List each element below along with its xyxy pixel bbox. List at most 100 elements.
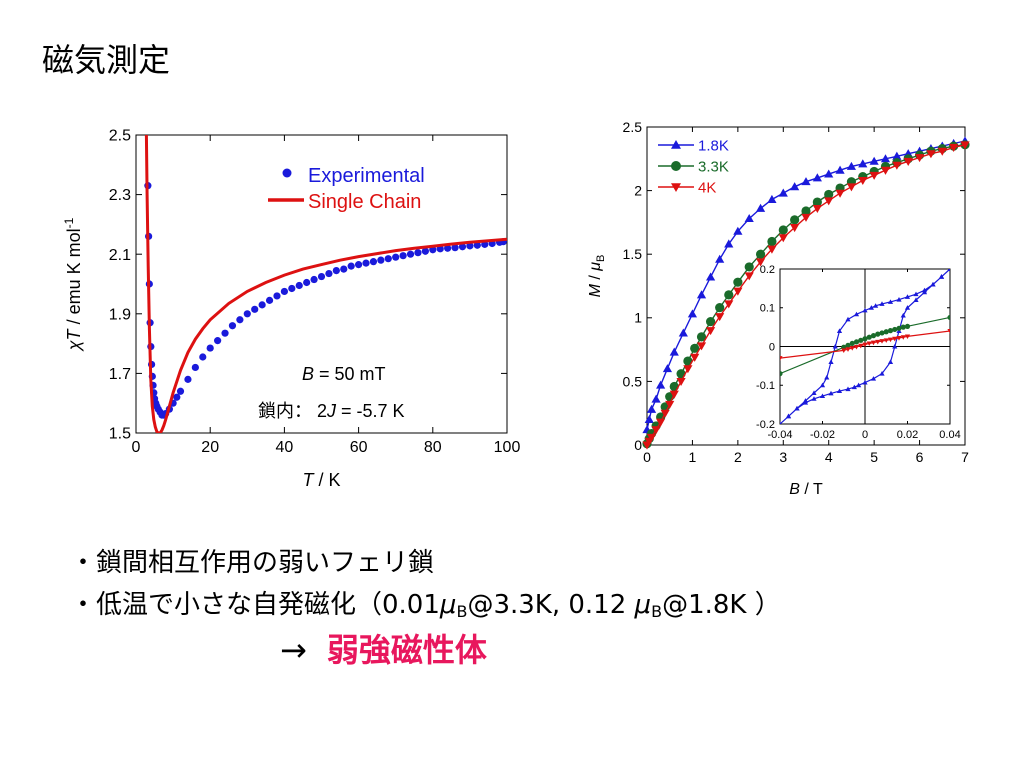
inset-data-point bbox=[896, 336, 902, 341]
y-tick-label: 0.2 bbox=[760, 264, 775, 276]
data-point-experimental bbox=[429, 246, 437, 254]
data-point bbox=[733, 277, 743, 287]
data-point bbox=[676, 377, 686, 386]
data-point-experimental bbox=[221, 329, 229, 337]
data-point-experimental bbox=[258, 301, 266, 309]
x-axis-label: T / K bbox=[302, 470, 340, 490]
bullet-list: ・鎖間相互作用の弱いフェリ鎖 ・低温で小さな自発磁化（0.01μB@3.3K, … bbox=[70, 542, 781, 633]
data-point-experimental bbox=[317, 272, 326, 281]
x-tick-label: 80 bbox=[424, 439, 442, 456]
data-point bbox=[669, 347, 679, 356]
data-point bbox=[824, 197, 834, 206]
inset-data-point bbox=[836, 328, 843, 333]
data-point bbox=[812, 197, 822, 207]
data-point bbox=[646, 404, 657, 413]
inset-data-point bbox=[828, 390, 834, 396]
data-point bbox=[683, 356, 693, 366]
data-point bbox=[846, 183, 857, 192]
inset-data-point bbox=[947, 314, 950, 321]
x-tick-label: 0 bbox=[132, 439, 141, 456]
inset-data-point bbox=[887, 299, 894, 304]
data-point bbox=[660, 409, 670, 418]
y-tick-label: 0 bbox=[769, 341, 775, 353]
data-point-experimental bbox=[332, 266, 340, 275]
inset-data-point bbox=[819, 382, 826, 388]
inset-data-point bbox=[904, 294, 911, 299]
x-tick-label: 60 bbox=[350, 439, 368, 456]
data-point-experimental bbox=[421, 247, 429, 255]
bullet-item-magnetization: ・低温で小さな自発磁化（0.01μB@3.3K, 0.12 μB@1.8K ） bbox=[70, 584, 781, 633]
y-tick-label: 1.9 bbox=[109, 306, 131, 323]
y-axis-label-t: T bbox=[64, 327, 84, 340]
x-tick-label: 7 bbox=[961, 449, 969, 465]
slide-title: 磁気測定 bbox=[42, 41, 171, 79]
data-point bbox=[835, 165, 845, 174]
data-point-experimental bbox=[444, 244, 452, 252]
y-axis-label-exponent: -1 bbox=[62, 217, 76, 228]
data-point bbox=[801, 177, 811, 186]
data-point bbox=[767, 194, 777, 203]
inset-data-point bbox=[858, 343, 864, 349]
y-axis-label: M / μB bbox=[587, 255, 607, 298]
data-point bbox=[812, 204, 822, 214]
annotation-coupling-symbol: J bbox=[326, 401, 337, 421]
inset-data-point bbox=[780, 371, 783, 377]
data-point bbox=[790, 224, 800, 233]
mu-symbol: μ bbox=[634, 590, 652, 620]
data-point bbox=[683, 365, 693, 374]
legend-marker bbox=[671, 183, 681, 192]
data-point bbox=[651, 394, 661, 403]
data-point bbox=[715, 303, 725, 313]
data-point bbox=[755, 203, 766, 212]
inset-data-point bbox=[892, 326, 898, 333]
data-point-experimental bbox=[325, 269, 333, 278]
inset-data-point bbox=[845, 342, 851, 348]
inset-data-point bbox=[794, 405, 800, 411]
data-point bbox=[687, 309, 698, 318]
data-point bbox=[949, 143, 959, 152]
x-tick-label: 20 bbox=[201, 439, 219, 456]
conclusion-text: 弱強磁性体 bbox=[326, 631, 487, 669]
data-point bbox=[715, 313, 725, 322]
data-point bbox=[790, 182, 800, 191]
inset-data-point bbox=[862, 379, 868, 385]
data-point-experimental bbox=[303, 278, 311, 287]
x-tick-label: 4 bbox=[825, 449, 833, 465]
annotation-field-value: = 50 mT bbox=[314, 364, 386, 384]
data-point bbox=[724, 239, 734, 248]
data-point bbox=[824, 169, 834, 178]
y-tick-label: 2.5 bbox=[109, 128, 131, 145]
y-tick-label: 1.5 bbox=[623, 246, 643, 262]
data-point-experimental bbox=[184, 375, 192, 383]
inset-data-point bbox=[845, 347, 851, 352]
y-tick-label: 2.5 bbox=[623, 119, 643, 135]
inset-data-point bbox=[785, 413, 792, 419]
bullet-text-1: ・鎖間相互作用の弱いフェリ鎖 bbox=[70, 548, 435, 578]
data-point bbox=[914, 154, 925, 163]
inset-data-point bbox=[930, 281, 936, 287]
data-point-experimental bbox=[377, 256, 385, 264]
data-point-experimental bbox=[236, 316, 244, 324]
inset-data-point bbox=[904, 323, 911, 329]
inset-data-point bbox=[849, 346, 855, 351]
data-point-experimental bbox=[384, 255, 392, 263]
y-tick-label: 0 bbox=[634, 437, 642, 453]
data-point bbox=[858, 159, 868, 168]
inset-data-point bbox=[868, 305, 874, 310]
data-point bbox=[744, 272, 754, 281]
data-point bbox=[801, 213, 811, 222]
data-point-experimental bbox=[340, 265, 348, 273]
data-point bbox=[706, 272, 716, 281]
data-point bbox=[880, 154, 891, 163]
data-point-experimental bbox=[295, 281, 303, 290]
inset-data-point bbox=[780, 421, 782, 424]
data-point bbox=[690, 343, 700, 353]
inset-data-point bbox=[900, 324, 906, 330]
data-point-experimental bbox=[214, 337, 222, 345]
legend-marker bbox=[671, 161, 681, 171]
inset-data-point bbox=[832, 343, 838, 349]
x-tick-label: 0.02 bbox=[897, 429, 918, 441]
inset-data-point bbox=[811, 390, 817, 395]
x-tick-label: 3 bbox=[779, 449, 787, 465]
inset-data-point bbox=[887, 337, 894, 343]
